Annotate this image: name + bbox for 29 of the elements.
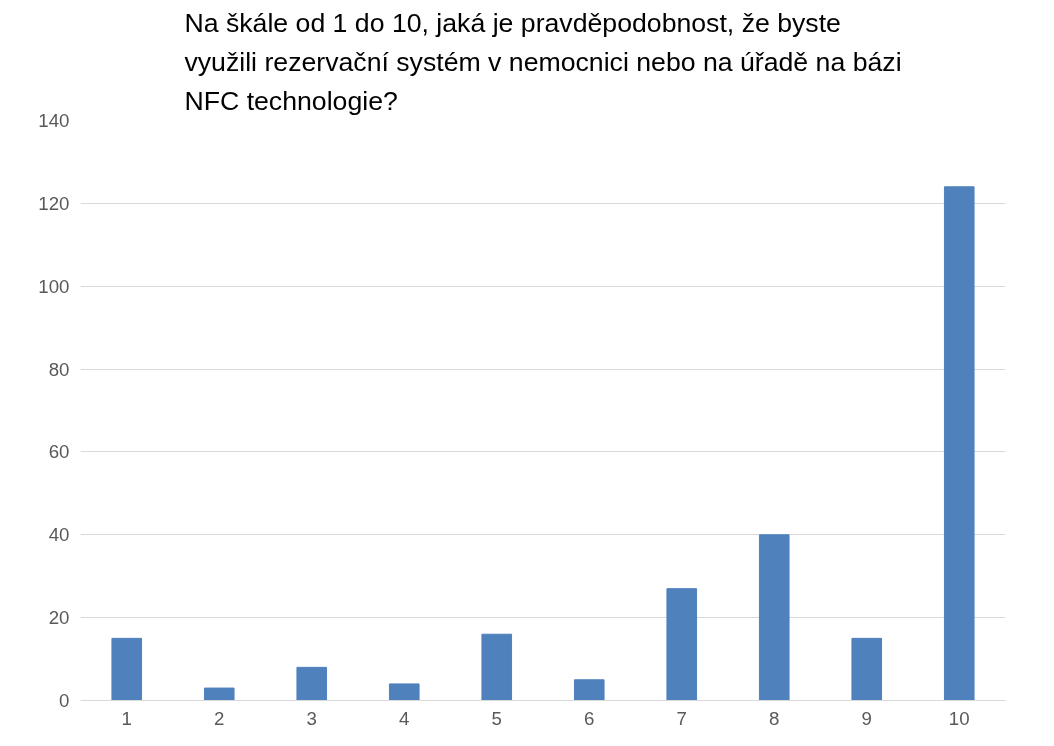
x-tick-label: 5: [491, 707, 502, 729]
bar: [296, 666, 328, 701]
x-tick-label: 3: [306, 707, 317, 729]
chart-title: Na škále od 1 do 10, jaká je pravděpodobnost, že byste využili rezervační systém v nemocnici nebo na úřadě na bázi NFC technologie?: [184, 7, 902, 116]
y-tick-label: 40: [48, 524, 70, 546]
y-tick-label: 80: [48, 358, 70, 380]
x-tick-label: 10: [948, 707, 970, 729]
x-tick-label: 8: [769, 707, 780, 729]
y-tick-label: 100: [38, 275, 70, 297]
bar: [388, 683, 420, 701]
x-tick-label: 1: [121, 707, 132, 729]
y-tick-label: 0: [59, 690, 70, 711]
bar: [481, 633, 513, 701]
bar: [111, 637, 143, 701]
x-tick-label: 2: [214, 707, 225, 729]
y-tick-label: 140: [38, 110, 70, 131]
bar: [943, 186, 975, 701]
bar: [851, 637, 883, 701]
x-tick-label: 6: [584, 707, 595, 729]
bar: [758, 534, 790, 701]
bar: [203, 687, 235, 701]
y-tick-label: 60: [48, 441, 70, 463]
y-tick-label: 120: [38, 192, 70, 214]
bar: [573, 679, 605, 701]
y-tick-label: 20: [48, 607, 70, 629]
bar: [666, 588, 698, 701]
x-tick-label: 9: [861, 707, 872, 729]
x-tick-label: 4: [399, 707, 410, 729]
x-tick-label: 7: [676, 707, 687, 729]
